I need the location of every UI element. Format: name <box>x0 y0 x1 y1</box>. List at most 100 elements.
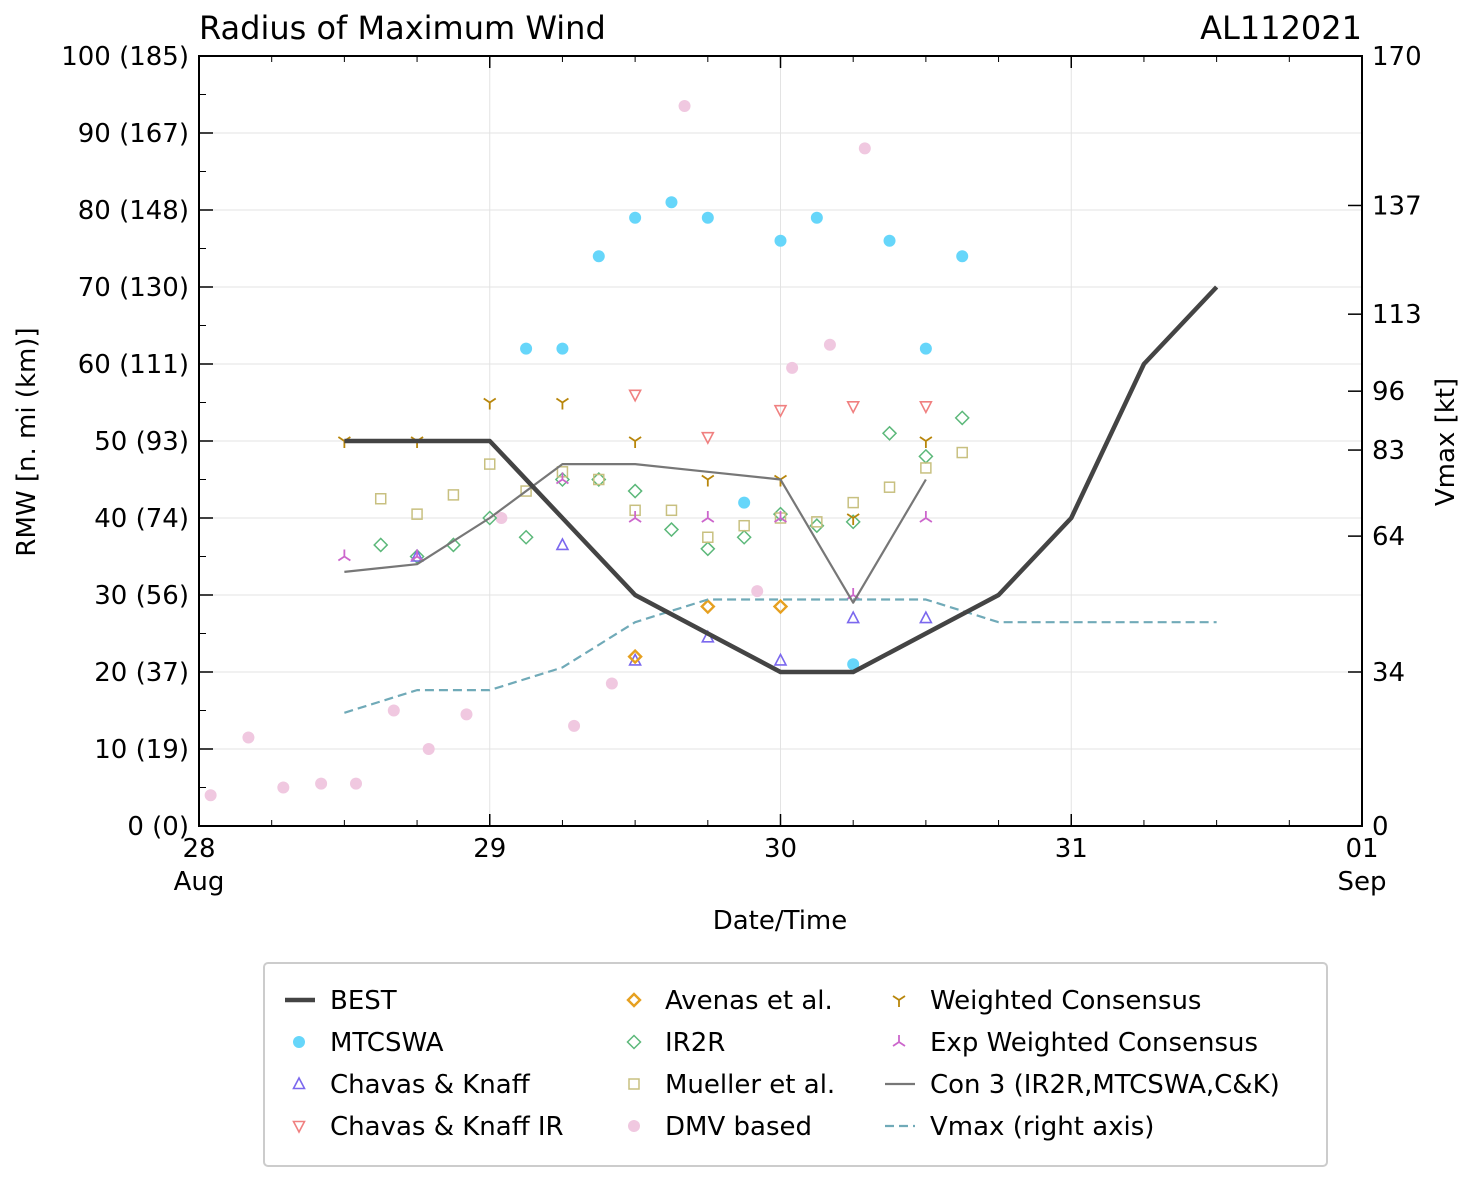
legend-swatch <box>628 1078 640 1090</box>
legend-label: Con 3 (IR2R,MTCSWA,C&K) <box>930 1070 1280 1100</box>
x-tick-label: 30 <box>764 834 797 864</box>
data-point <box>700 431 715 445</box>
data-point <box>847 658 860 671</box>
data-point <box>628 436 642 448</box>
data-point <box>846 610 861 624</box>
legend-swatch <box>626 992 642 1008</box>
data-point <box>919 342 932 355</box>
legend-swatch <box>293 1036 305 1048</box>
data-point <box>773 652 788 666</box>
legend-swatch <box>626 1034 642 1050</box>
series-mtcswa <box>520 196 969 671</box>
legend-label: Mueller et al. <box>665 1070 835 1100</box>
series-line-best <box>344 285 1219 675</box>
data-point <box>374 493 387 505</box>
legend-swatch <box>292 1076 306 1090</box>
data-point <box>629 211 642 224</box>
legend-swatch <box>628 1120 640 1132</box>
data-point <box>592 250 605 263</box>
data-point <box>956 250 969 263</box>
legend-item-exp-weighted-consensus: Exp Weighted Consensus <box>892 1028 1258 1058</box>
series-vmax-right-axis <box>344 598 1217 714</box>
data-point <box>520 342 533 355</box>
y2-tick-label: 170 <box>1372 42 1422 72</box>
legend-label: MTCSWA <box>330 1028 444 1058</box>
data-point <box>883 234 896 247</box>
legend-label: DMV based <box>665 1112 812 1142</box>
data-point <box>665 196 678 209</box>
legend-item-avenas-et-al: Avenas et al. <box>626 986 833 1016</box>
data-point <box>678 100 691 113</box>
series-line-con-3-ir2r-mtcswa-c-k <box>344 463 927 604</box>
data-point <box>858 142 871 155</box>
data-point <box>773 404 788 418</box>
data-point <box>422 743 435 755</box>
data-point <box>277 781 290 794</box>
legend-label: BEST <box>330 986 397 1016</box>
data-point <box>774 511 787 523</box>
legend-item-weighted-consensus: Weighted Consensus <box>892 986 1201 1016</box>
series-avenas-et-al <box>627 598 789 665</box>
data-point <box>337 549 351 562</box>
data-point <box>518 529 534 545</box>
legend-label: Chavas & Knaff <box>330 1070 531 1100</box>
data-point <box>736 529 752 545</box>
data-point <box>460 708 473 721</box>
data-point <box>555 472 569 485</box>
legend: BEST MTCSWA Chavas & Knaff Chavas & Knaff I… <box>263 962 1328 1167</box>
legend-label: Avenas et al. <box>665 986 833 1016</box>
x-tick-sublabel: Sep <box>1337 867 1386 897</box>
legend-label: Vmax (right axis) <box>930 1112 1154 1142</box>
data-point <box>920 462 932 474</box>
data-point <box>242 731 255 744</box>
legend-swatch <box>892 995 906 1007</box>
y-tick-label: 100 (185) <box>61 42 189 72</box>
series-mueller-et-al <box>374 446 968 543</box>
data-point <box>627 648 643 665</box>
series-exp-weighted-consensus <box>337 472 933 600</box>
legend-swatch <box>292 1120 306 1134</box>
legend-item-chavas-knaff: Chavas & Knaff <box>292 1070 531 1100</box>
y-tick-label: 60 (111) <box>78 350 189 380</box>
data-point <box>772 598 789 615</box>
y2-tick-label: 34 <box>1372 658 1405 688</box>
x-tick-label: 01 <box>1345 834 1378 864</box>
series-line-vmax-right-axis <box>344 598 1217 714</box>
series-dmv-based <box>204 100 871 802</box>
legend-item-ir2r: IR2R <box>626 1028 725 1058</box>
data-point <box>845 514 861 530</box>
data-point <box>700 541 716 557</box>
y2-tick-label: 64 <box>1372 522 1405 552</box>
data-point <box>387 704 400 717</box>
data-point <box>919 436 933 448</box>
data-point <box>605 677 618 690</box>
data-point <box>663 521 680 538</box>
data-point <box>350 777 363 790</box>
legend-item-dmv-based: DMV based <box>628 1112 812 1142</box>
y2-tick-label: 113 <box>1372 300 1422 330</box>
data-point <box>774 234 787 247</box>
y2-tick-label: 0 <box>1372 812 1389 842</box>
y2-tick-label: 137 <box>1372 191 1422 221</box>
data-point <box>786 361 799 374</box>
data-point <box>555 397 569 410</box>
data-point <box>751 585 764 598</box>
x-tick-sublabel: Aug <box>174 867 225 897</box>
data-point <box>919 511 933 523</box>
data-point <box>823 338 836 351</box>
legend-item-mtcswa: MTCSWA <box>293 1028 444 1058</box>
x-axis-label: Date/Time <box>713 906 848 936</box>
data-point <box>700 598 716 615</box>
data-point <box>593 473 605 486</box>
legend-item-chavas-knaff-ir: Chavas & Knaff IR <box>292 1112 564 1142</box>
data-point <box>411 508 423 520</box>
data-point <box>847 496 859 509</box>
y-tick-label: 90 (167) <box>78 119 189 149</box>
data-point <box>410 548 424 562</box>
data-point <box>556 342 569 355</box>
data-series <box>204 100 1219 802</box>
data-point <box>628 389 642 403</box>
data-point <box>919 401 933 415</box>
legend-item-vmax-right-axis: Vmax (right axis) <box>885 1112 1154 1142</box>
